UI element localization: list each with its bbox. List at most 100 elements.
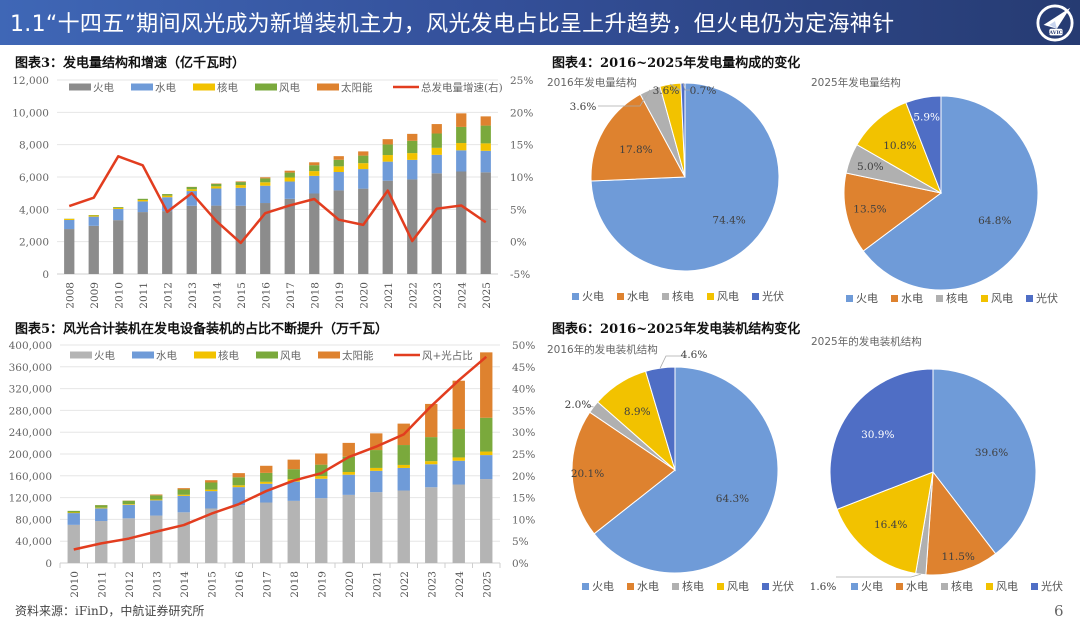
bar-太阳能-2017 xyxy=(284,170,295,173)
bar-太阳能-2018 xyxy=(287,459,300,470)
bar-水电-2015 xyxy=(205,491,218,509)
chart6b-subtitle: 2025年的发电装机结构 xyxy=(811,336,922,348)
x-axis-tick-label: 2010 xyxy=(113,282,125,309)
page-number: 6 xyxy=(1054,602,1064,620)
bar-火电-2021 xyxy=(370,492,383,563)
right-axis-tick-label: 5% xyxy=(510,204,527,216)
bar-核电-2022 xyxy=(397,464,410,468)
chart6a-subtitle: 2016年的发电装机结构 xyxy=(547,344,658,356)
bar-水电-2022 xyxy=(397,467,410,491)
pie-value-label: 74.4% xyxy=(712,214,745,226)
x-axis-tick-label: 2012 xyxy=(124,571,136,598)
legend-label: 核电 xyxy=(672,289,694,303)
bar-水电-2021 xyxy=(382,161,393,181)
legend-swatch xyxy=(193,83,215,91)
chart3-generation-structure: 0 2,000 4,000 6,000 8,000 10,000 12,000 -5% 0% 5%… xyxy=(12,75,533,309)
bar-太阳能-2024 xyxy=(456,113,467,127)
bar-火电-2017 xyxy=(260,502,273,563)
bar-核电-2020 xyxy=(342,471,355,475)
bar-风电-2016 xyxy=(260,178,271,183)
x-axis-tick-label: 2019 xyxy=(334,282,346,309)
pie-value-label: 13.5% xyxy=(853,204,886,216)
bar-核电-2015 xyxy=(205,489,218,492)
left-axis-tick-label: 2,000 xyxy=(19,237,49,249)
left-axis-tick-label: 4,000 xyxy=(19,204,49,216)
pie-value-label: 16.4% xyxy=(874,519,907,531)
bar-水电-2016 xyxy=(232,487,245,506)
legend-label: 火电 xyxy=(861,580,883,593)
leader-line xyxy=(836,573,921,578)
pie-value-label: 20.1% xyxy=(571,468,604,480)
bar-核电-2025 xyxy=(480,143,491,151)
bar-核电-2023 xyxy=(431,147,442,155)
leader-line xyxy=(659,355,687,369)
legend-swatch xyxy=(762,583,769,590)
legend-swatch xyxy=(662,293,669,300)
source-note: 资料来源：iFinD，中航证券研究所 xyxy=(15,604,205,618)
legend-swatch xyxy=(255,83,277,91)
bar-核电-2024 xyxy=(456,143,467,151)
bar-核电-2013 xyxy=(186,189,197,192)
bar-水电-2020 xyxy=(358,169,369,189)
right-axis-tick-label: 10% xyxy=(510,172,533,184)
pie-value-label: 3.6% xyxy=(570,101,597,113)
pie-value-label: 17.8% xyxy=(619,144,652,156)
x-axis-tick-label: 2015 xyxy=(236,282,248,309)
legend-swatch xyxy=(672,583,679,590)
legend-swatch xyxy=(132,351,154,359)
x-axis-tick-label: 2018 xyxy=(309,282,321,309)
bar-火电-2017 xyxy=(284,198,295,274)
bar-风电-2020 xyxy=(342,456,355,472)
bar-火电-2023 xyxy=(431,173,442,274)
right-axis-tick-label: 0% xyxy=(510,237,527,249)
legend-label: 水电 xyxy=(156,349,177,362)
bar-太阳能-2025 xyxy=(480,352,493,418)
bar-风电-2025 xyxy=(480,125,491,144)
legend-label: 光伏 xyxy=(1041,579,1063,593)
bar-核电-2017 xyxy=(284,177,295,182)
left-axis-tick-label: 40,000 xyxy=(15,536,52,548)
bar-火电-2013 xyxy=(150,515,163,563)
bar-水电-2020 xyxy=(342,474,355,495)
chart5-capacity-structure: 0 40,000 80,000 120,000 160,000 200,000 240,00… xyxy=(9,340,536,598)
pie-value-label: 1.6% xyxy=(810,581,837,593)
bar-核电-2010 xyxy=(67,512,80,514)
x-axis-tick-label: 2014 xyxy=(179,571,191,598)
bar-太阳能-2018 xyxy=(309,162,320,166)
bar-核电-2017 xyxy=(260,481,273,484)
bar-风电-2021 xyxy=(370,450,383,468)
bar-水电-2021 xyxy=(370,470,383,493)
bar-核电-2016 xyxy=(232,485,245,488)
pie-value-label: 39.6% xyxy=(975,447,1008,459)
legend-label: 风电 xyxy=(280,349,301,362)
pie-slice-火电 xyxy=(593,366,779,574)
legend-swatch xyxy=(194,351,216,359)
bar-太阳能-2019 xyxy=(315,453,328,465)
bar-火电-2010 xyxy=(67,524,80,563)
legend-swatch xyxy=(317,83,339,91)
x-axis-tick-label: 2018 xyxy=(289,571,301,598)
legend-swatch xyxy=(717,583,724,590)
x-axis-tick-label: 2011 xyxy=(96,571,108,598)
bar-风电-2023 xyxy=(425,437,438,462)
pie-value-label: 4.6% xyxy=(681,350,708,361)
bar-风电-2010 xyxy=(113,207,124,208)
legend-swatch xyxy=(981,295,988,302)
bar-水电-2012 xyxy=(122,504,135,519)
legend-swatch xyxy=(891,295,898,302)
bar-火电-2010 xyxy=(113,220,124,274)
bar-水电-2023 xyxy=(431,154,442,174)
bar-太阳能-2023 xyxy=(425,403,438,438)
right-axis-tick-label: 15% xyxy=(510,140,533,152)
bar-风电-2022 xyxy=(397,445,410,465)
pie-value-label: 11.5% xyxy=(942,551,975,563)
x-axis-tick-label: 2017 xyxy=(285,282,297,309)
legend-label: 火电 xyxy=(592,580,614,593)
left-axis-tick-label: 240,000 xyxy=(9,427,52,439)
bar-风电-2021 xyxy=(382,144,393,156)
legend-swatch xyxy=(1026,295,1033,302)
pie-slice-风电 xyxy=(836,471,934,575)
bar-风电-2020 xyxy=(358,155,369,164)
bar-风电-2015 xyxy=(205,482,218,490)
bar-太阳能-2013 xyxy=(150,494,163,496)
